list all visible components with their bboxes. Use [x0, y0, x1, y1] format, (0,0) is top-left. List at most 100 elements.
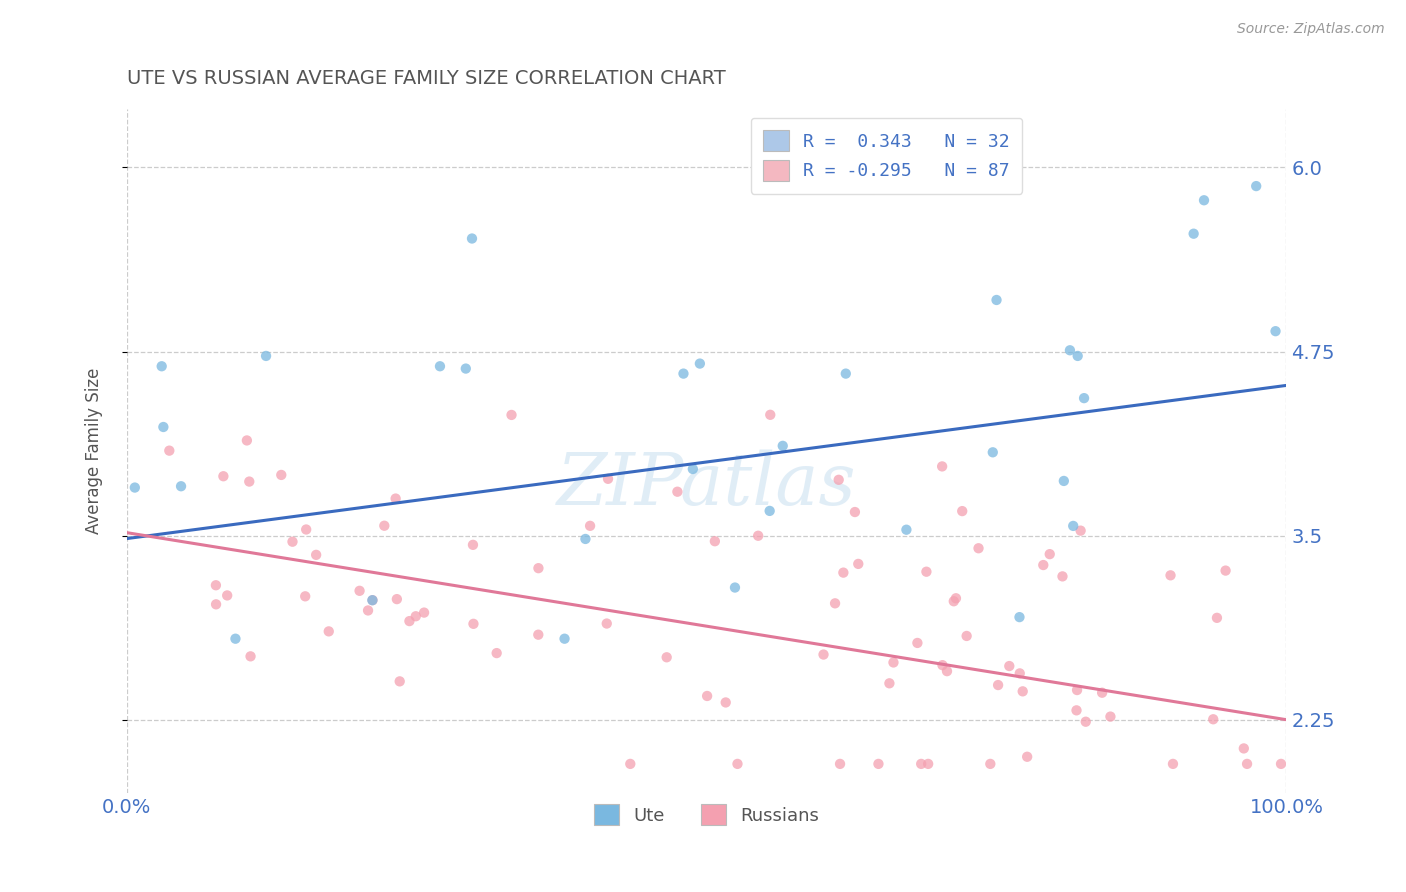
Point	[398, 614, 420, 628]
Point	[413, 606, 436, 620]
Point	[1011, 684, 1033, 698]
Point	[1052, 569, 1074, 583]
Legend: Ute, Russians: Ute, Russians	[586, 797, 827, 832]
Point	[318, 624, 340, 639]
Point	[1091, 686, 1114, 700]
Text: UTE VS RUSSIAN AVERAGE FAMILY SIZE CORRELATION CHART: UTE VS RUSSIAN AVERAGE FAMILY SIZE CORRE…	[127, 69, 725, 87]
Point	[1236, 756, 1258, 771]
Point	[1206, 611, 1229, 625]
Point	[1053, 474, 1076, 488]
Y-axis label: Average Family Size: Average Family Size	[86, 368, 103, 534]
Point	[217, 589, 239, 603]
Point	[1008, 610, 1031, 624]
Point	[747, 529, 769, 543]
Point	[1066, 683, 1088, 698]
Point	[170, 479, 193, 493]
Point	[1192, 194, 1215, 208]
Point	[942, 594, 965, 608]
Point	[1073, 391, 1095, 405]
Point	[205, 597, 228, 611]
Point	[454, 361, 477, 376]
Text: ZIPatlas: ZIPatlas	[557, 450, 856, 520]
Point	[1160, 568, 1182, 582]
Point	[373, 518, 395, 533]
Point	[619, 756, 641, 771]
Point	[1270, 756, 1292, 771]
Point	[682, 462, 704, 476]
Point	[915, 565, 938, 579]
Point	[1066, 349, 1088, 363]
Point	[936, 664, 959, 678]
Point	[828, 473, 851, 487]
Point	[294, 590, 316, 604]
Point	[461, 231, 484, 245]
Point	[527, 561, 550, 575]
Point	[1032, 558, 1054, 572]
Point	[1215, 564, 1237, 578]
Point	[238, 475, 260, 489]
Point	[846, 557, 869, 571]
Point	[1099, 709, 1122, 723]
Point	[574, 532, 596, 546]
Point	[986, 293, 1008, 307]
Point	[772, 439, 794, 453]
Point	[239, 649, 262, 664]
Point	[357, 603, 380, 617]
Point	[361, 593, 384, 607]
Point	[270, 467, 292, 482]
Point	[832, 566, 855, 580]
Point	[703, 534, 725, 549]
Point	[1182, 227, 1205, 241]
Point	[596, 616, 619, 631]
Point	[485, 646, 508, 660]
Point	[349, 583, 371, 598]
Point	[844, 505, 866, 519]
Point	[1066, 703, 1088, 717]
Point	[224, 632, 246, 646]
Point	[758, 504, 780, 518]
Point	[696, 689, 718, 703]
Point	[1161, 756, 1184, 771]
Point	[835, 367, 858, 381]
Point	[1244, 179, 1267, 194]
Point	[931, 658, 953, 673]
Point	[979, 756, 1001, 771]
Point	[987, 678, 1010, 692]
Point	[405, 609, 427, 624]
Point	[463, 616, 485, 631]
Point	[212, 469, 235, 483]
Point	[981, 445, 1004, 459]
Point	[152, 420, 174, 434]
Point	[1074, 714, 1097, 729]
Point	[1062, 519, 1084, 533]
Point	[714, 696, 737, 710]
Point	[724, 581, 747, 595]
Point	[388, 674, 411, 689]
Point	[305, 548, 328, 562]
Point	[813, 648, 835, 662]
Point	[666, 484, 689, 499]
Point	[672, 367, 695, 381]
Point	[945, 591, 967, 606]
Point	[896, 523, 918, 537]
Point	[150, 359, 173, 374]
Point	[281, 534, 304, 549]
Point	[254, 349, 277, 363]
Point	[124, 481, 146, 495]
Point	[361, 593, 384, 607]
Point	[1264, 324, 1286, 338]
Point	[1202, 712, 1225, 726]
Point	[824, 596, 846, 610]
Point	[931, 459, 953, 474]
Point	[879, 676, 901, 690]
Point	[1070, 524, 1092, 538]
Point	[655, 650, 678, 665]
Point	[579, 519, 602, 533]
Point	[1039, 547, 1062, 561]
Point	[828, 756, 851, 771]
Text: Source: ZipAtlas.com: Source: ZipAtlas.com	[1237, 22, 1385, 37]
Point	[727, 756, 749, 771]
Point	[554, 632, 576, 646]
Point	[917, 756, 939, 771]
Point	[1059, 343, 1081, 358]
